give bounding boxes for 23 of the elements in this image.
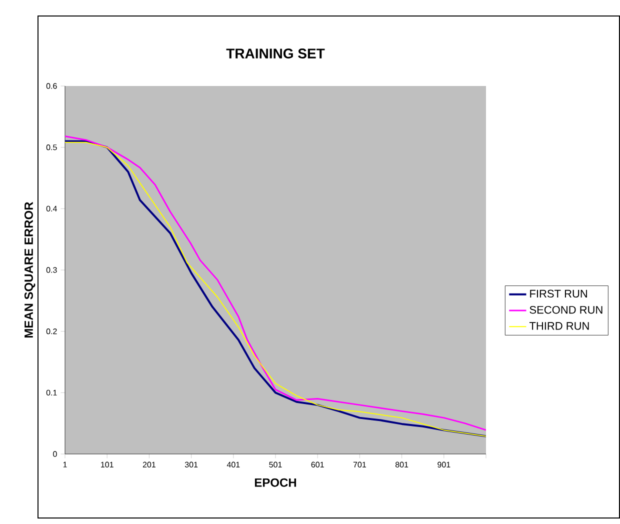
y-tick-label: 0.2 [46,328,57,334]
x-tick-label: 601 [311,462,324,468]
y-tick-label: 0.1 [46,390,57,396]
y-tick-label: 0 [53,451,57,457]
legend-label: SECOND RUN [530,306,602,314]
x-tick-label: 1 [63,462,67,468]
y-tick-label: 0.6 [46,83,57,89]
y-tick-label: 0.5 [46,144,57,150]
x-tick-label: 501 [269,462,282,468]
y-tick-label: 0.3 [46,267,57,273]
x-tick-label: 101 [101,462,114,468]
x-tick-label: 201 [142,462,156,468]
x-tick-label: 901 [438,462,450,468]
x-tick-label: 801 [395,462,408,468]
y-axis-title: MEAN SQUARE ERROR [24,202,36,338]
legend-label: FIRST RUN [530,290,587,298]
legend-label: THIRD RUN [529,322,589,330]
x-tick-label: 401 [226,462,240,468]
y-tick-label: 0.4 [46,206,57,212]
x-tick-label: 301 [184,462,198,468]
x-tick-label: 701 [353,462,366,468]
x-axis-title: EPOCH [254,478,296,487]
chart-title: TRAINING SET [226,48,325,58]
